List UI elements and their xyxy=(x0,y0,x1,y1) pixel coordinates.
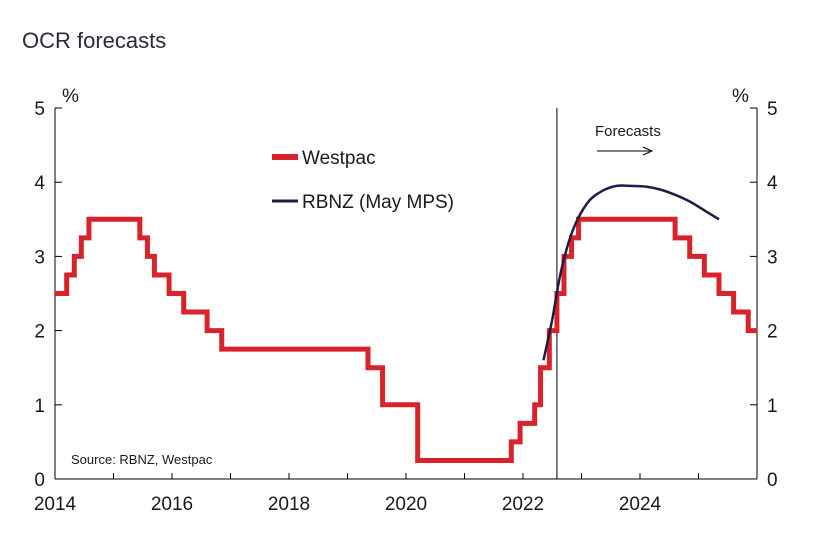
tick-labels: 0 0 1 1 2 2 3 3 4 4 5 5 2014 2016 2018 2020 2022 2024 xyxy=(34,99,778,515)
y-tick-label-right: 4 xyxy=(767,173,778,194)
forecasts-label: Forecasts xyxy=(595,123,661,140)
y-tick-label-left: 1 xyxy=(34,396,45,417)
x-tick-label: 2016 xyxy=(151,494,193,515)
source-note: Source: RBNZ, Westpac xyxy=(71,452,213,467)
axes xyxy=(54,107,758,480)
annotations: % % Westpac RBNZ (May MPS) Forecasts Sou… xyxy=(62,86,749,467)
x-tick-label: 2018 xyxy=(268,494,310,515)
y-tick-label-right: 1 xyxy=(767,396,778,417)
y-tick-label-right: 2 xyxy=(767,322,778,343)
chart-title: OCR forecasts xyxy=(22,28,167,53)
left-unit-label: % xyxy=(62,86,79,107)
series-layer xyxy=(55,184,757,463)
right-unit-label: % xyxy=(732,86,749,107)
westpac-series-line xyxy=(55,216,757,463)
x-tick-label: 2014 xyxy=(34,494,77,515)
legend-rbnz-label: RBNZ (May MPS) xyxy=(302,192,454,213)
y-tick-label-right: 3 xyxy=(767,247,778,268)
y-tick-label-left: 0 xyxy=(34,470,45,491)
legend-westpac-label: Westpac xyxy=(302,148,376,169)
x-tick-label: 2024 xyxy=(619,494,662,515)
x-tick-label: 2020 xyxy=(385,494,427,515)
y-tick-label-left: 5 xyxy=(34,99,45,120)
y-tick-label-right: 5 xyxy=(767,99,778,120)
y-tick-label-left: 2 xyxy=(34,322,45,343)
x-tick-label: 2022 xyxy=(502,494,544,515)
rbnz-series-line xyxy=(542,184,720,361)
y-tick-label-left: 4 xyxy=(34,173,45,194)
forecasts-arrow-head xyxy=(642,146,654,156)
y-tick-label-left: 3 xyxy=(34,247,45,268)
y-tick-label-right: 0 xyxy=(767,470,778,491)
